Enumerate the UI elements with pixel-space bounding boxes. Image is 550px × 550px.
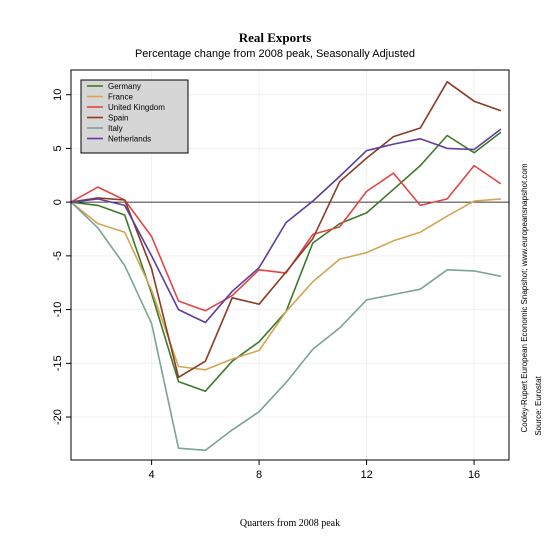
plot-frame xyxy=(70,69,510,461)
y-tick-label: -15 xyxy=(52,355,64,371)
chart-title: Real Exports xyxy=(239,30,312,45)
y-tick-label: 5 xyxy=(52,145,64,151)
y-tick-label: -10 xyxy=(52,302,64,318)
y-tick-label: 10 xyxy=(52,89,64,101)
y-tick-label: 0 xyxy=(52,199,64,205)
x-tick-label: 8 xyxy=(256,469,262,481)
y-tick-label: -20 xyxy=(52,409,64,425)
series-line-germany xyxy=(70,131,502,393)
legend-entry: Netherlands xyxy=(108,135,151,144)
x-axis: 4 8 12 16 xyxy=(149,460,480,481)
y-tick-label: -5 xyxy=(52,251,64,261)
legend-box xyxy=(80,79,189,154)
x-axis-label: Quarters from 2008 peak xyxy=(240,518,340,529)
x-tick-label: 4 xyxy=(149,469,155,481)
legend-entry: United Kingdom xyxy=(108,103,165,112)
series-lines xyxy=(70,81,502,452)
chart-subtitle: Percentage change from 2008 peak, Season… xyxy=(135,48,415,60)
legend-entry: Italy xyxy=(108,124,123,133)
x-tick-label: 12 xyxy=(360,469,372,481)
legend-entry: Spain xyxy=(108,114,128,123)
series-line-france xyxy=(70,198,501,371)
source-credit: Cooley-Rupert European Economic Snapshot… xyxy=(520,163,529,432)
y-axis: 10 5 0 -5 -10 -15 -20 xyxy=(52,89,71,425)
x-tick-label: 16 xyxy=(468,469,480,481)
series-line-netherlands xyxy=(70,128,502,324)
series-line-spain xyxy=(70,81,502,379)
series-line-italy xyxy=(70,201,502,452)
legend-entry: France xyxy=(108,93,133,102)
legend-entry: Germany xyxy=(108,82,141,91)
source-note: Source: Eurostat xyxy=(534,375,543,435)
